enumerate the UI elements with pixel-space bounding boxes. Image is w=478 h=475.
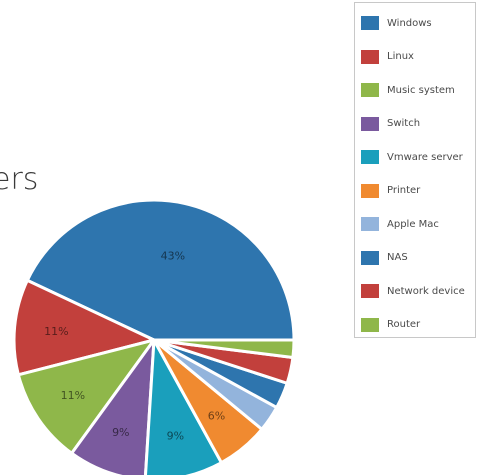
legend-item-nas[interactable]: NAS: [361, 248, 408, 268]
pie-slice-music-system[interactable]: [16, 338, 156, 455]
slice-data-label-switch: 9%: [112, 426, 129, 439]
legend-item-router[interactable]: Router: [361, 315, 420, 335]
legend-swatch: [361, 250, 379, 265]
legend-label: Vmware server: [387, 151, 463, 163]
slice-data-label-printer: 6%: [208, 410, 225, 423]
legend-label: Windows: [387, 17, 432, 29]
legend-label: Apple Mac: [387, 218, 439, 230]
legend-item-windows[interactable]: Windows: [361, 13, 432, 33]
legend-swatch: [361, 317, 379, 332]
legend-label: Music system: [387, 84, 455, 96]
legend-item-printer[interactable]: Printer: [361, 181, 420, 201]
legend-item-network-device[interactable]: Network device: [361, 281, 465, 301]
legend-item-switch[interactable]: Switch: [361, 114, 420, 134]
legend-swatch: [361, 150, 379, 164]
pie-slice-router[interactable]: [152, 338, 296, 360]
legend-item-linux[interactable]: Linux: [361, 47, 414, 67]
pie-slice-vmware-server[interactable]: [144, 338, 223, 475]
legend-swatch: [361, 183, 379, 198]
page-title: ers: [0, 162, 39, 197]
legend-label: Switch: [387, 118, 421, 129]
slice-data-label-vmware-server: 9%: [167, 430, 184, 443]
legend-label: NAS: [387, 252, 408, 263]
legend-label: Printer: [387, 185, 421, 196]
legend-item-vmware-server[interactable]: Vmware server: [361, 147, 463, 167]
legend-swatch: [361, 16, 379, 30]
legend-label: Router: [387, 319, 421, 330]
legend-swatch: [361, 284, 379, 298]
pie-slice-windows[interactable]: [25, 198, 296, 342]
legend-item-music-system[interactable]: Music system: [361, 80, 455, 100]
legend-label: Network device: [387, 285, 465, 297]
legend-swatch: [361, 116, 379, 131]
legend-swatch: [361, 83, 379, 97]
chart-legend: Windows Linux Music system Switch Vmware ser…: [354, 2, 476, 338]
legend-swatch: [361, 217, 379, 231]
slice-data-label-music-system: 11%: [61, 389, 85, 402]
legend-swatch: [361, 49, 379, 64]
pie-slice-switch[interactable]: [70, 338, 156, 475]
slice-data-label-windows: 43%: [161, 249, 185, 262]
legend-item-apple-mac[interactable]: Apple Mac: [361, 214, 439, 234]
legend-label: Linux: [387, 51, 414, 62]
pie-slice-linux[interactable]: [12, 278, 156, 377]
slice-data-label-linux: 11%: [44, 325, 68, 338]
